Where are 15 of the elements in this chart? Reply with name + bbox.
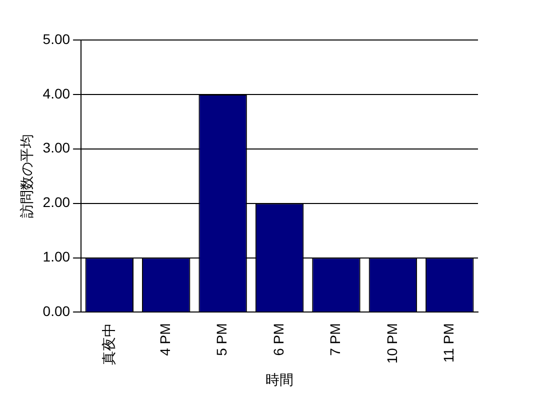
y-tick-label: 0.00 [42,303,70,320]
y-tick-label: 2.00 [42,194,70,210]
x-tick-label: 10 PM [384,323,400,364]
y-tick-label: 4.00 [42,85,70,102]
x-tick-label: 7 PM [327,323,344,356]
x-axis-title: 時間 [266,371,294,388]
x-tick-label: 5 PM [214,323,230,356]
x-tick-label: 6 PM [270,323,286,356]
y-tick-label: 5.00 [42,30,70,47]
x-tick-label: 4 PM [156,323,173,356]
y-axis-title: 訪問数の平均 [18,134,34,218]
y-tick-label: 1.00 [42,248,70,265]
y-tick-label: 3.00 [42,140,70,156]
x-tick-label: 11 PM [440,323,457,363]
x-tick-label: 真夜中 [100,323,116,366]
